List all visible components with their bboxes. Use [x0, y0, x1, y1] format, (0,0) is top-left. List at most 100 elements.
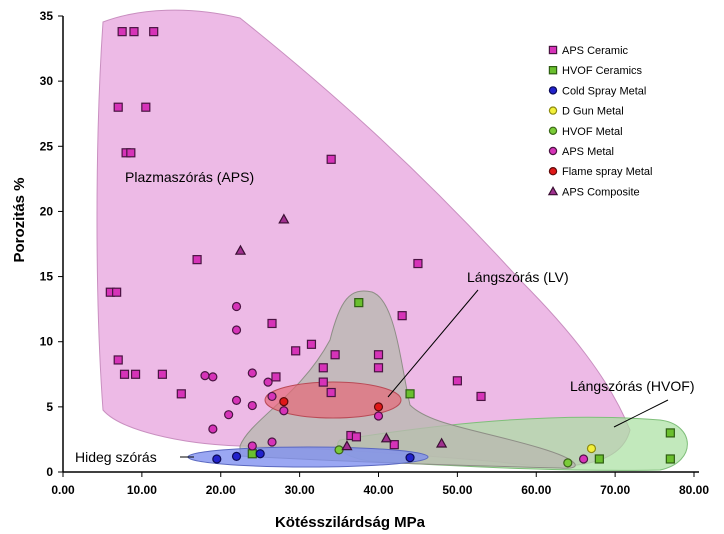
ticks: 0.00 10.00 20.00 30.00 40.00 50.00 60.00 70.00 8… [40, 9, 710, 497]
region-label-hvof: Lángszórás (HVOF) [570, 378, 694, 394]
x-axis-title: Kötésszilárdság MPa [275, 514, 426, 531]
point-aps-ceramic [113, 102, 123, 112]
legend-label-aps-composite: APS Composite [562, 186, 640, 198]
legend-marker-hvof-metal [548, 126, 558, 136]
point-cold-spray-metal [405, 453, 415, 463]
legend-label-flame-spray-metal: Flame spray Metal [562, 166, 652, 178]
point-aps-ceramic [326, 387, 336, 398]
point-aps-metal [247, 400, 257, 411]
legend-label-aps-metal: APS Metal [562, 146, 614, 158]
legend-marker-d-gun-metal [548, 106, 558, 115]
point-cold-spray-metal [255, 449, 265, 459]
x-tick-label: 0.00 [51, 483, 75, 497]
point-aps-ceramic [373, 350, 384, 360]
point-aps-ceramic [192, 255, 202, 265]
legend-marker-aps-ceramic [548, 45, 558, 55]
point-aps-metal [208, 424, 218, 434]
leader-lv [387, 289, 479, 398]
region-grey [239, 290, 576, 469]
point-hvof-ceramics [665, 428, 675, 438]
y-tick-label: 25 [40, 139, 54, 153]
point-aps-ceramic [271, 372, 281, 382]
legend-label-hvof-metal: HVOF Metal [562, 126, 623, 138]
point-aps-ceramic [373, 363, 384, 373]
point-aps-ceramic [351, 432, 362, 442]
point-aps-ceramic [306, 339, 317, 349]
data-points [105, 27, 675, 468]
point-hvof-ceramics [665, 454, 675, 464]
legend-label-hvof-ceramics: HVOF Ceramics [562, 65, 643, 77]
point-aps-ceramic [126, 148, 136, 158]
point-aps-metal [208, 372, 218, 382]
point-aps-ceramic [267, 318, 277, 329]
point-aps-ceramic [476, 391, 486, 402]
point-aps-metal [373, 411, 384, 421]
point-aps-ceramic [318, 363, 328, 373]
y-tick-label: 15 [40, 270, 54, 284]
y-axis-title: Porozitás % [11, 177, 28, 262]
x-tick-label: 10.00 [127, 483, 157, 497]
x-tick-label: 40.00 [363, 483, 393, 497]
point-aps-metal [247, 368, 257, 378]
y-tick-label: 30 [40, 74, 54, 88]
point-aps-ceramic [141, 102, 151, 112]
region-labels: Plazmaszórás (APS) Lángszórás (LV) Lángs… [75, 169, 694, 465]
axes [62, 16, 699, 473]
x-tick-label: 50.00 [442, 483, 472, 497]
x-tick-label: 20.00 [206, 483, 236, 497]
point-hvof-metal [563, 458, 573, 468]
point-aps-ceramic [330, 350, 340, 360]
point-aps-composite [435, 437, 448, 448]
y-tick-label: 20 [40, 204, 54, 218]
point-aps-metal [231, 325, 242, 335]
point-hvof-ceramics [594, 454, 604, 464]
point-aps-ceramic [113, 355, 123, 365]
x-tick-label: 30.00 [285, 483, 315, 497]
legend-marker-cold-spray-metal [548, 86, 558, 95]
point-aps-ceramic [149, 27, 159, 37]
point-aps-metal [267, 391, 277, 402]
point-flame-spray-metal [279, 397, 289, 407]
y-tick-label: 5 [46, 400, 53, 414]
legend-label-cold-spray-metal: Cold Spray Metal [562, 85, 646, 97]
point-aps-composite [380, 432, 393, 443]
point-hvof-ceramics [354, 298, 364, 308]
point-aps-metal [200, 370, 210, 381]
region-cold [187, 446, 429, 468]
legend-marker-aps-metal [548, 146, 558, 156]
point-aps-ceramic [413, 258, 423, 269]
legend: APS Ceramic HVOF Ceramics Cold Spray Metal… [547, 45, 652, 198]
point-aps-metal [224, 410, 234, 420]
legend-marker-aps-composite [547, 186, 559, 196]
point-aps-ceramic [397, 311, 407, 321]
point-aps-metal [279, 406, 289, 416]
x-tick-label: 70.00 [600, 483, 630, 497]
point-aps-metal [263, 377, 273, 387]
point-aps-metal [231, 301, 242, 312]
point-aps-ceramic [326, 154, 336, 164]
point-aps-ceramic [112, 287, 122, 297]
y-tick-label: 35 [40, 9, 54, 23]
y-tick-label: 0 [46, 465, 53, 479]
point-aps-ceramic [452, 376, 462, 386]
point-aps-ceramic [291, 346, 301, 356]
region-label-cold: Hideg szórás [75, 449, 157, 465]
legend-label-d-gun-metal: D Gun Metal [562, 106, 624, 118]
point-aps-metal [578, 454, 589, 464]
regions [96, 9, 688, 471]
leaders [180, 289, 669, 458]
point-hvof-ceramics [405, 389, 415, 399]
point-aps-ceramic [130, 369, 141, 379]
region-lv [264, 381, 402, 419]
point-aps-ceramic [389, 440, 399, 450]
x-tick-label: 80.00 [679, 483, 709, 497]
legend-label-aps-ceramic: APS Ceramic [562, 45, 629, 57]
point-aps-metal [267, 437, 277, 447]
point-aps-ceramic [157, 369, 167, 379]
y-tick-label: 10 [40, 335, 54, 349]
point-aps-ceramic [176, 389, 186, 399]
point-cold-spray-metal [212, 454, 222, 464]
point-aps-ceramic [318, 377, 328, 387]
legend-marker-hvof-ceramics [548, 65, 558, 75]
